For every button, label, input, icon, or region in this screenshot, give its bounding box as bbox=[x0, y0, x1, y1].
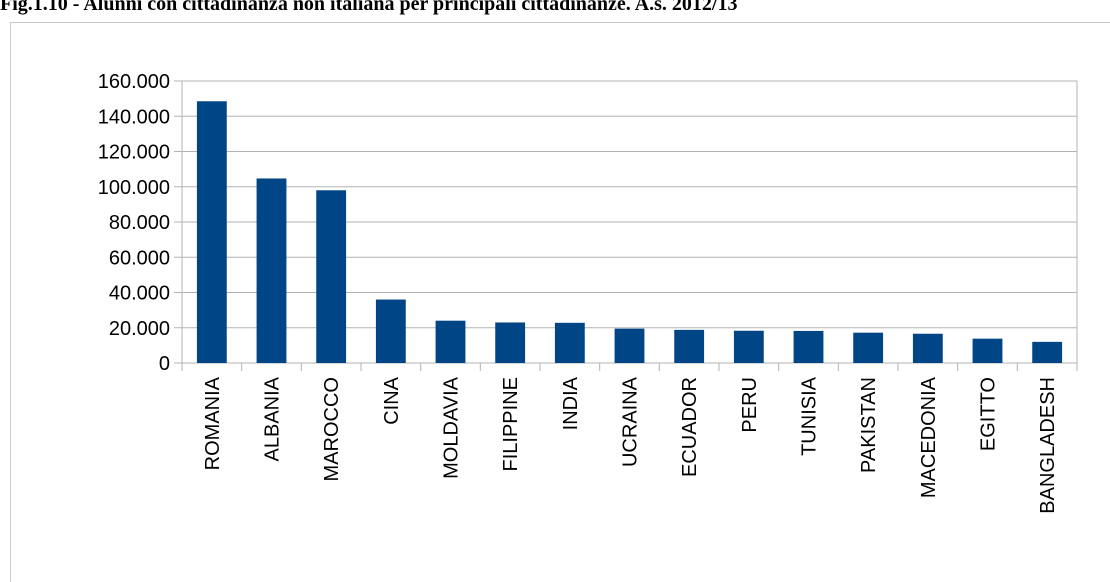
x-tick-label: UCRAINA bbox=[620, 376, 642, 467]
axes bbox=[181, 81, 1078, 371]
x-tick-label: FILIPPINE bbox=[500, 377, 522, 471]
bar bbox=[614, 328, 645, 363]
y-tick-label: 40.000 bbox=[109, 283, 170, 305]
bar bbox=[733, 330, 764, 363]
bar bbox=[435, 320, 466, 363]
x-tick-label: TUNISIA bbox=[799, 376, 821, 456]
x-tick-label: MACEDONIA bbox=[918, 376, 940, 498]
x-tick-label: ECUADOR bbox=[679, 377, 701, 477]
y-tick-label: 80.000 bbox=[109, 212, 170, 234]
bar bbox=[256, 178, 287, 363]
y-tick-label: 160.000 bbox=[98, 71, 170, 93]
y-tick-label: 140.000 bbox=[98, 106, 170, 128]
bar bbox=[554, 322, 585, 363]
figure-title: Fig.1.10 - Alunni con cittadinanza non i… bbox=[0, 0, 738, 15]
x-tick-label: PERU bbox=[739, 377, 761, 433]
x-tick-label: MAROCCO bbox=[321, 377, 343, 481]
y-tick-label: 100.000 bbox=[98, 177, 170, 199]
chart-frame bbox=[10, 22, 1110, 582]
gridlines bbox=[174, 80, 1077, 364]
bar bbox=[375, 299, 406, 363]
y-tick-label: 20.000 bbox=[109, 318, 170, 340]
x-tick-label: BANGLADESH bbox=[1037, 377, 1059, 514]
x-tick-label: CINA bbox=[381, 376, 403, 424]
y-tick-label: 0 bbox=[159, 353, 170, 375]
bars bbox=[196, 101, 1063, 364]
bar bbox=[1032, 341, 1063, 363]
x-tick-label: MOLDAVIA bbox=[441, 376, 463, 479]
bar bbox=[316, 190, 347, 363]
bar bbox=[495, 322, 526, 363]
bar bbox=[793, 330, 824, 363]
x-tick-label: EGITTO bbox=[978, 377, 1000, 451]
bar bbox=[912, 333, 943, 363]
bar bbox=[972, 338, 1003, 363]
bar bbox=[196, 101, 227, 364]
x-tick-label: ROMANIA bbox=[202, 376, 224, 470]
y-tick-labels: 0 20.000 40.000 60.000 80.000 100.000 120.000 1… bbox=[98, 71, 170, 375]
x-tick-label: ALBANIA bbox=[262, 376, 284, 461]
x-tick-labels: ROMANIA ALBANIA MAROCCO CINA MOLDAVIA FILIPPI… bbox=[202, 376, 1059, 513]
y-tick-label: 60.000 bbox=[109, 247, 170, 269]
x-tick-label: PAKISTAN bbox=[858, 377, 880, 473]
x-tick-label: INDIA bbox=[560, 376, 582, 430]
bar bbox=[674, 329, 705, 363]
y-tick-label: 120.000 bbox=[98, 142, 170, 164]
bar bbox=[853, 332, 884, 363]
